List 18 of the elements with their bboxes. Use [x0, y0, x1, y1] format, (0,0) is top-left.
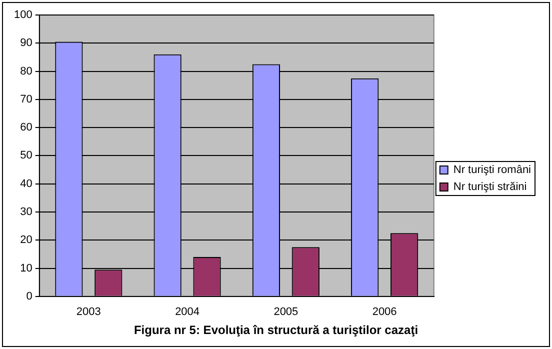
y-tick-label: 20 [20, 234, 32, 246]
y-tick-label: 60 [20, 122, 32, 134]
x-tick-label: 2006 [372, 306, 397, 318]
x-tick-label: 2004 [175, 306, 200, 318]
y-tick-label: 30 [20, 206, 32, 218]
text: Figura nr 5: Evoluţia în structură a turiştilor cazaţi [134, 323, 418, 338]
y-tick-label: 90 [20, 37, 32, 50]
y-tick-label: 70 [20, 93, 32, 106]
x-tick-label: 2005 [274, 306, 298, 318]
y-tick-label: 80 [20, 65, 32, 78]
y-tick-label: 10 [20, 262, 32, 274]
legend-label: Nr turişti străini [453, 181, 527, 194]
y-tick-label: 40 [20, 178, 32, 190]
y-tick-label: 100 [14, 9, 32, 22]
legend-label: Nr turişti români [453, 164, 531, 176]
y-tick-label: 0 [26, 290, 32, 302]
y-tick-label: 50 [20, 150, 32, 162]
x-tick-label: 2003 [76, 306, 101, 318]
